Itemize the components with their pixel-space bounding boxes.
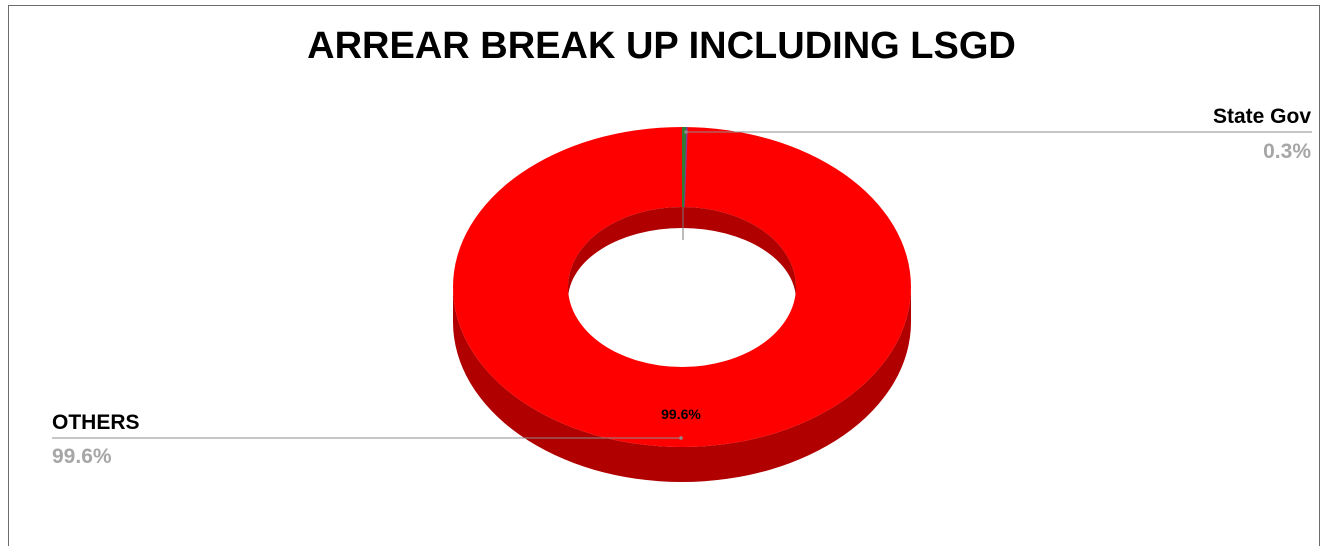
chart-title: ARREAR BREAK UP INCLUDING LSGD — [307, 25, 1016, 67]
legend-percent-others: 99.6% — [52, 445, 112, 468]
leader-dot-others — [679, 436, 683, 440]
pie-slice-other-small[interactable] — [684, 127, 688, 208]
legend-label-state-gov: State Gov — [1212, 105, 1311, 128]
legend-percent-state-gov: 0.3% — [1263, 140, 1311, 163]
data-label-others: 99.6% — [661, 406, 701, 422]
leader-dot-state-gov — [684, 130, 688, 134]
pie-slice-others[interactable] — [453, 127, 911, 447]
outer-side-wall — [453, 287, 911, 482]
inner-side-wall — [568, 207, 796, 300]
legend-label-others: OTHERS — [52, 411, 140, 434]
pie-slice-state-gov[interactable] — [682, 127, 687, 208]
